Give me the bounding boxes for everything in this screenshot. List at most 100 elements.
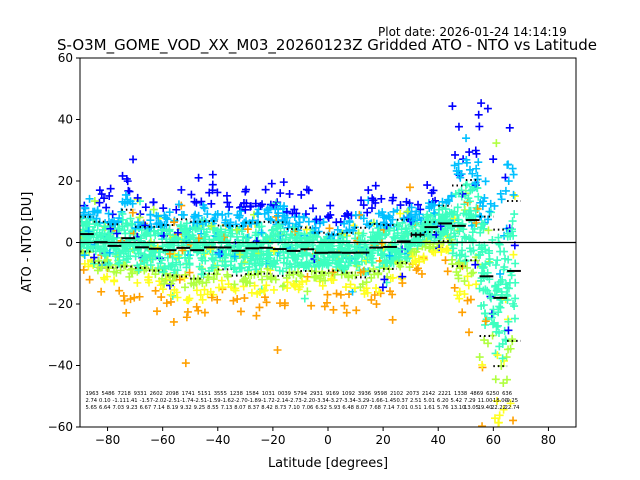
scatter-point (130, 293, 139, 302)
scatter-point (502, 375, 511, 384)
scatter-point (425, 244, 434, 253)
scatter-point (162, 299, 171, 308)
scatter-point (493, 396, 502, 405)
scatter-point (174, 200, 183, 209)
scatter-point (501, 280, 510, 289)
scatter-point (462, 234, 471, 243)
scatter-point (145, 251, 154, 260)
scatter-point (243, 239, 252, 248)
scatter-point (378, 283, 387, 292)
scatter-point (478, 422, 487, 427)
bin-stat-text: 2602 (150, 391, 163, 397)
scatter-point (329, 276, 338, 285)
scatter-point (93, 242, 102, 251)
scatter-point (370, 232, 379, 241)
bin-stat-text: -1.72 (261, 398, 274, 404)
scatter-point (460, 277, 469, 286)
scatter-point (398, 279, 407, 288)
bin-stat-text: 5.76 (437, 405, 449, 411)
scatter-point (420, 255, 429, 264)
scatter-point (320, 258, 329, 267)
scatter-point (291, 227, 300, 236)
scatter-point (505, 278, 514, 287)
scatter-point (166, 297, 175, 306)
scatter-point (262, 298, 271, 307)
scatter-point (230, 252, 239, 261)
scatter-point (494, 308, 503, 317)
scatter-point (482, 315, 491, 324)
scatter-point (510, 192, 519, 201)
scatter-point (441, 205, 450, 214)
scatter-point (503, 229, 512, 238)
x-tick-label: 80 (541, 433, 556, 447)
scatter-point (407, 203, 416, 212)
scatter-point (90, 197, 99, 206)
scatter-point (80, 259, 89, 268)
bin-stat-text: 9598 (374, 391, 387, 397)
scatter-point (496, 269, 505, 278)
scatter-point (495, 302, 504, 311)
scatter-point (198, 295, 207, 304)
scatter-point (508, 217, 517, 226)
scatter-point (84, 210, 93, 219)
scatter-point (135, 213, 144, 222)
scatter-point (97, 287, 106, 296)
scatter-point (295, 282, 304, 291)
bin-stat-text: 8.07 (234, 405, 246, 411)
scatter-point (180, 283, 189, 292)
scatter-point (303, 272, 312, 281)
scatter-point (218, 283, 227, 292)
scatter-point (368, 228, 377, 237)
scatter-point (480, 309, 489, 318)
scatter-point (368, 254, 377, 263)
scatter-point (151, 231, 160, 240)
scatter-point (166, 290, 175, 299)
scatter-point (313, 232, 322, 241)
scatter-point (477, 301, 486, 310)
scatter-point (313, 254, 322, 263)
scatter-point (165, 249, 174, 258)
bin-stat-text: -9.25 (505, 398, 518, 404)
scatter-point (208, 255, 217, 264)
scatter-point (385, 251, 394, 260)
scatter-point (194, 247, 203, 256)
scatter-point (395, 249, 404, 258)
scatter-point (118, 171, 127, 180)
scatter-point (356, 283, 365, 292)
scatter-point (222, 237, 231, 246)
scatter-point (428, 224, 437, 233)
bin-stat-text: -2.51 (167, 398, 180, 404)
scatter-point (310, 217, 319, 226)
scatter-point (497, 287, 506, 296)
scatter-point (460, 232, 469, 241)
scatter-point (190, 212, 199, 221)
bin-stat-text: 0.37 (396, 398, 408, 404)
scatter-point (490, 201, 499, 210)
scatter-point (160, 220, 169, 229)
bin-stat-text: -3.27 (329, 398, 342, 404)
scatter-point (457, 186, 466, 195)
scatter-point (405, 183, 414, 192)
scatter-point (110, 276, 119, 285)
scatter-point (454, 159, 463, 168)
scatter-point (80, 240, 86, 249)
scatter-point (451, 232, 460, 241)
scatter-point (295, 218, 304, 227)
scatter-point (394, 222, 403, 231)
scatter-point (494, 418, 503, 427)
scatter-point (283, 253, 292, 262)
scatter-point (451, 150, 460, 159)
bin-stat-text: 2931 (310, 391, 323, 397)
scatter-point (274, 205, 283, 214)
bin-stat-text: 7.14 (383, 405, 395, 411)
scatter-point (123, 198, 132, 207)
scatter-point (282, 259, 291, 268)
scatter-point (80, 228, 89, 237)
scatter-point (509, 190, 518, 199)
scatter-point (510, 210, 519, 219)
scatter-point (94, 256, 103, 265)
scatter-point (412, 207, 421, 216)
scatter-point (382, 230, 391, 239)
scatter-point (203, 273, 212, 282)
scatter-point (141, 203, 150, 212)
